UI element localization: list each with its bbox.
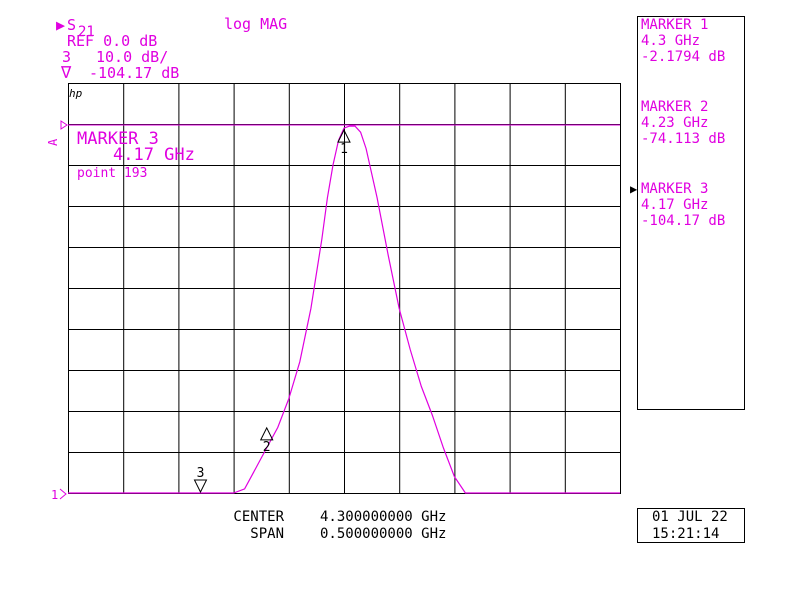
active-marker-arrow-icon: ▶ — [630, 182, 638, 196]
overlay-marker-title: MARKER 3 — [77, 129, 159, 149]
active-channel-arrow: ▶ — [56, 16, 65, 34]
marker-2-title: MARKER 2 — [641, 99, 708, 115]
marker-overlay: MARKER 3 4.17 GHz point 193 — [77, 129, 195, 181]
marker-table: ▶ MARKER 1 4.3 GHz -2.1794 dB MARKER 2 4… — [630, 17, 725, 229]
datetime-box — [637, 508, 745, 543]
marker-1-title: MARKER 1 — [641, 17, 708, 33]
header-annotation: ▶ S 21 log MAG REF 0.0 dB 3 10.0 dB/ ∇ -… — [56, 15, 287, 83]
datetime: 01 JUL 22 15:21:14 — [652, 509, 728, 542]
marker-2-triangle-icon — [259, 426, 274, 441]
reference-arrow-icon — [60, 120, 68, 130]
parameter-subscript: 21 — [78, 24, 95, 40]
scale-channel: 3 — [62, 48, 71, 66]
overlay-point-label: point 193 — [77, 166, 147, 181]
date-label: 01 JUL 22 — [652, 509, 728, 525]
parameter-label: S — [67, 16, 76, 34]
marker-2-freq: 4.23 GHz — [641, 115, 708, 131]
channel-label: 1 — [51, 488, 58, 502]
center-label: CENTER — [233, 509, 284, 525]
marker-3-triangle-icon — [193, 479, 208, 494]
marker-2-value: -74.113 dB — [641, 131, 725, 147]
marker-3-freq: 4.17 GHz — [641, 197, 708, 213]
marker-symbol-icon: ∇ — [60, 63, 72, 83]
s21-trace — [68, 125, 620, 494]
span-value: 0.500000000 GHz — [320, 526, 446, 542]
marker-3-value: -104.17 dB — [641, 213, 725, 229]
time-label: 15:21:14 — [652, 526, 719, 542]
span-label: SPAN — [250, 526, 284, 542]
center-value: 4.300000000 GHz — [320, 509, 446, 525]
graticule-border — [68, 83, 621, 494]
channel-arrow-icon — [59, 488, 67, 500]
frequency-footer: CENTER 4.300000000 GHz SPAN 0.500000000 … — [233, 509, 446, 542]
scale-label: 10.0 dB/ — [96, 48, 168, 66]
reference-label: REF 0.0 dB — [67, 32, 157, 50]
marker-table-box — [637, 16, 745, 410]
marker-3-number: 3 — [197, 466, 205, 481]
marker-3-title: MARKER 3 — [641, 181, 708, 197]
marker-1-freq: 4.3 GHz — [641, 33, 700, 49]
format-label: log MAG — [224, 15, 287, 33]
marker-1-number: 1 — [340, 142, 348, 157]
reference-position: A — [46, 120, 620, 146]
overlay-marker-freq: 4.17 GHz — [113, 145, 195, 165]
hp-logo: hp — [69, 87, 83, 100]
active-marker-value: -104.17 dB — [89, 64, 179, 82]
graticule — [68, 83, 621, 494]
marker-1-triangle-icon — [337, 129, 351, 143]
channel-indicator: 1 — [51, 488, 67, 502]
reference-label-A: A — [46, 138, 60, 146]
marker-1-value: -2.1794 dB — [641, 49, 725, 65]
trace-markers: 1 2 3 — [193, 129, 351, 494]
marker-2-number: 2 — [263, 440, 271, 455]
